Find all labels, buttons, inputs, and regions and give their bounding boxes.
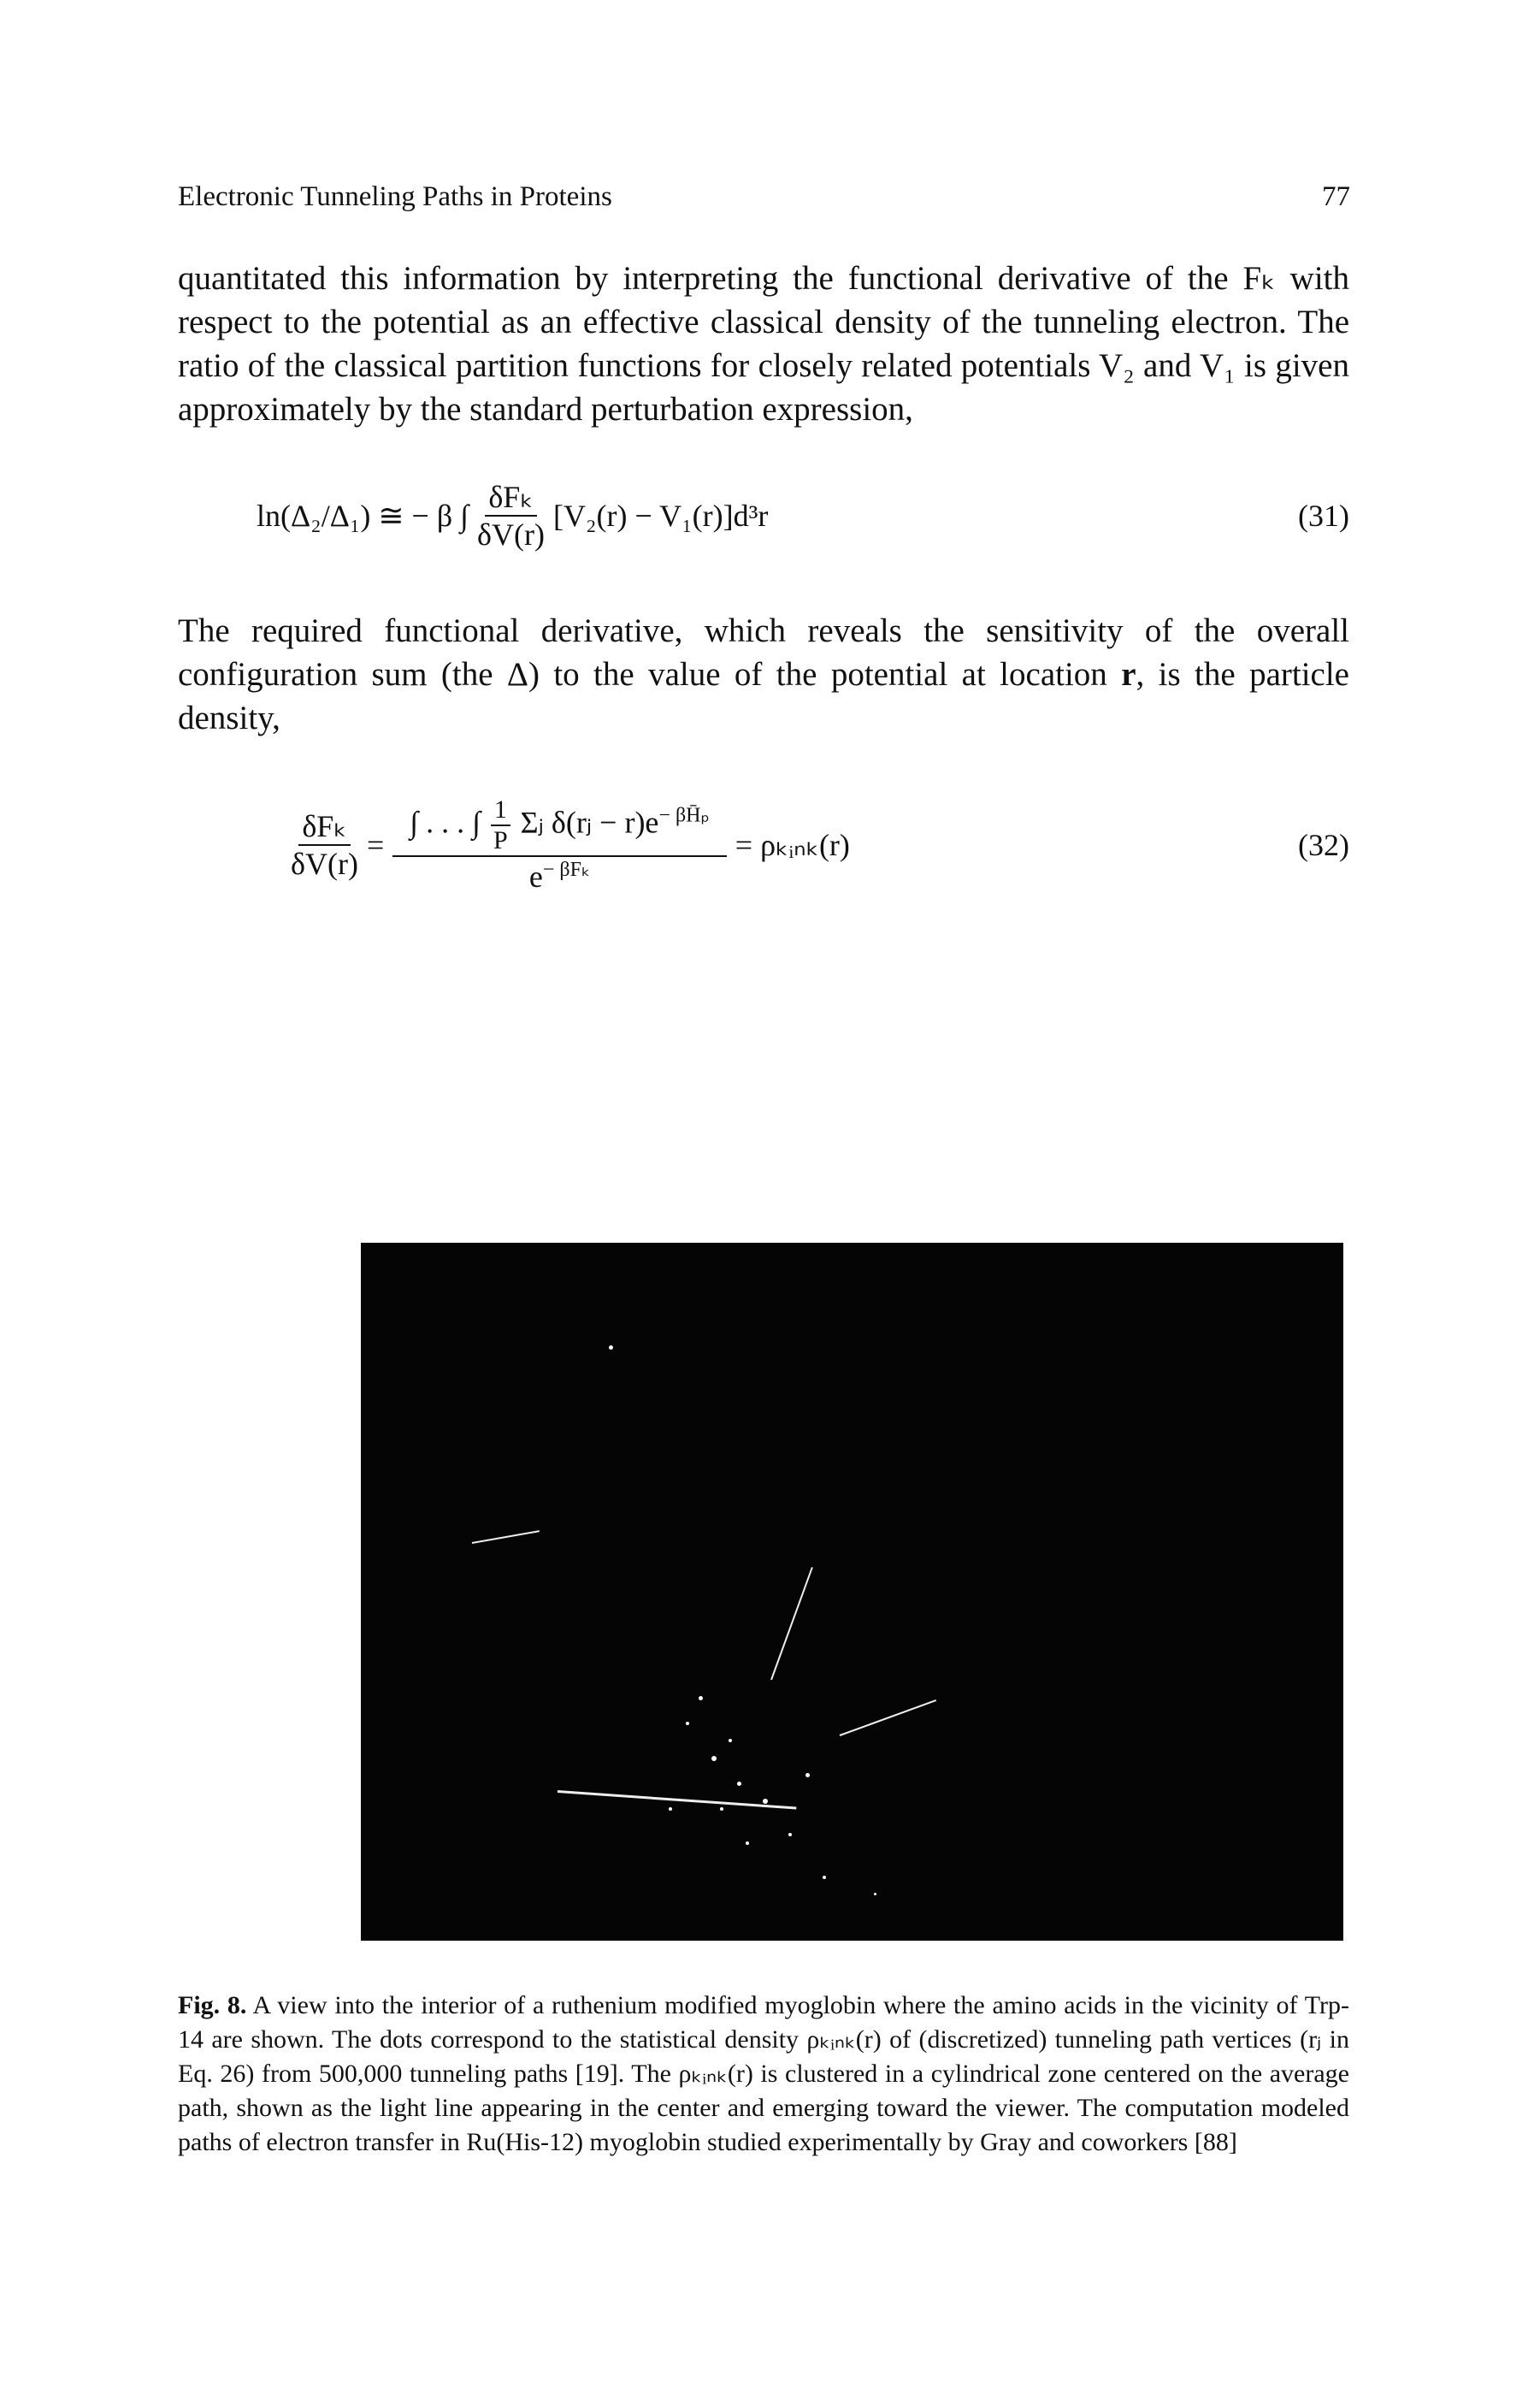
- dot: [669, 1807, 672, 1811]
- sum: Σⱼ δ(rⱼ − r)e: [520, 805, 659, 840]
- text: The required functional derivative, whic…: [178, 612, 1349, 693]
- equation-rhs: = ρₖᵢₙₖ(r): [735, 828, 850, 862]
- figure-caption: Fig. 8. A view into the interior of a ru…: [178, 1989, 1349, 2160]
- dot: [763, 1799, 768, 1804]
- fraction: ∫ . . . ∫ 1 P Σⱼ δ(rⱼ − r)e− βH̄ₚ e− βFₖ: [392, 795, 727, 895]
- average-path: [557, 1790, 797, 1810]
- denominator: P: [493, 826, 508, 854]
- base: e: [528, 860, 543, 894]
- equation: δFₖ δV(r) = ∫ . . . ∫ 1 P Σⱼ δ(rⱼ − r)e−…: [282, 795, 1349, 895]
- figure-label: Fig. 8.: [178, 1991, 247, 2019]
- denominator: δV(r): [291, 847, 358, 881]
- dot: [805, 1773, 810, 1777]
- equals: =: [366, 828, 385, 862]
- equation-lhs: ln(Δ₂/Δ₁) ≅ − β ∫: [257, 499, 469, 533]
- equation: ln(Δ₂/Δ₁) ≅ − β ∫ δFₖ δV(r) [V₂(r) − V₁(…: [257, 479, 1349, 553]
- dot: [711, 1756, 717, 1761]
- denominator: δV(r): [477, 517, 545, 552]
- dot: [823, 1876, 826, 1879]
- streak: [839, 1699, 937, 1736]
- bold-text: r: [1121, 656, 1136, 693]
- integral: ∫ . . . ∫: [410, 805, 481, 840]
- equation-number: (31): [1298, 499, 1349, 533]
- exponent: − βFₖ: [542, 859, 591, 881]
- dot: [874, 1893, 876, 1895]
- numerator: ∫ . . . ∫ 1 P Σⱼ δ(rⱼ − r)e− βH̄ₚ: [392, 795, 727, 857]
- fraction: δFₖ δV(r): [287, 808, 362, 882]
- exponent: − βH̄ₚ: [658, 804, 710, 827]
- dot: [737, 1782, 741, 1786]
- numerator: 1: [490, 795, 510, 826]
- equation-rest: [V₂(r) − V₁(r)]d³r: [552, 499, 769, 533]
- fraction: 1 P: [490, 795, 511, 855]
- dot: [746, 1841, 749, 1845]
- dot: [729, 1739, 732, 1742]
- page-number: 77: [1322, 181, 1350, 212]
- equation-number: (32): [1298, 828, 1349, 862]
- dot: [699, 1696, 703, 1700]
- numerator: δFₖ: [485, 479, 537, 517]
- text: , is the particle density,: [178, 656, 1349, 736]
- dot: [686, 1722, 689, 1725]
- dot: [609, 1345, 613, 1350]
- figure-image: [361, 1243, 1343, 1941]
- denominator: e− βFₖ: [526, 857, 593, 895]
- fraction: δFₖ δV(r): [474, 479, 548, 553]
- streak: [471, 1530, 540, 1544]
- dot: [720, 1807, 723, 1811]
- paragraph: quantitated this information by interpre…: [178, 260, 1349, 428]
- numerator: δFₖ: [298, 808, 351, 846]
- paragraph: The required functional derivative, whic…: [178, 609, 1349, 740]
- streak: [770, 1567, 813, 1681]
- caption-text: A view into the interior of a ruthenium …: [178, 1991, 1349, 2156]
- dot: [788, 1833, 792, 1836]
- running-header: Electronic Tunneling Paths in Proteins: [178, 181, 612, 212]
